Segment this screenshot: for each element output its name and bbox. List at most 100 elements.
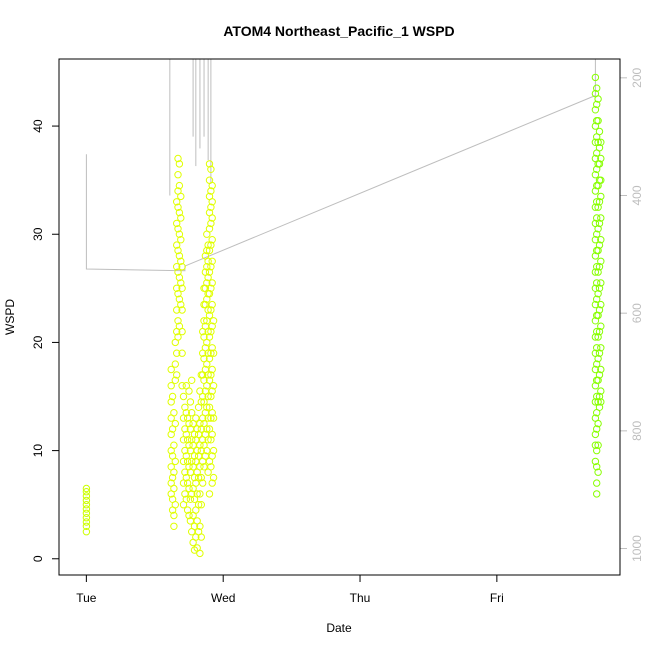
data-point	[196, 490, 204, 498]
data-point	[208, 181, 216, 190]
data-point	[207, 414, 215, 422]
data-point	[594, 268, 602, 276]
y-axis-label: WSPD	[3, 299, 17, 335]
data-point	[207, 327, 215, 336]
data-point	[170, 484, 178, 493]
y-tick-label: 40	[31, 119, 45, 133]
data-point	[173, 219, 181, 228]
data-point	[208, 198, 216, 206]
data-point	[205, 225, 214, 233]
data-point	[594, 203, 602, 211]
data-point	[594, 138, 602, 147]
data-point	[82, 518, 91, 526]
data-point	[197, 533, 206, 541]
data-point	[167, 430, 175, 439]
data-point	[175, 295, 184, 303]
data-point	[207, 203, 215, 211]
y2-tick-label: 600	[630, 303, 644, 323]
y2-tick-label: 200	[630, 67, 644, 87]
data-point	[183, 506, 192, 514]
data-point	[591, 203, 600, 211]
data-point	[177, 300, 185, 309]
data-points	[82, 73, 605, 558]
data-point	[205, 311, 214, 320]
data-point	[203, 246, 211, 255]
data-point	[82, 528, 91, 536]
data-point	[595, 327, 604, 336]
data-point	[178, 306, 186, 314]
y2-tick-label: 400	[630, 185, 644, 205]
data-point	[594, 376, 602, 384]
data-point	[208, 322, 216, 330]
data-point	[597, 387, 605, 395]
data-point	[591, 106, 600, 114]
data-point	[204, 371, 212, 379]
data-point	[174, 171, 182, 179]
data-point	[173, 263, 181, 271]
data-point	[593, 446, 601, 455]
data-point	[591, 457, 600, 466]
data-point	[207, 463, 215, 471]
data-point	[175, 181, 184, 190]
data-point	[208, 409, 216, 417]
y2-tick-label: 800	[630, 421, 644, 441]
data-point	[173, 198, 181, 206]
data-point	[175, 230, 184, 238]
data-point	[178, 284, 186, 292]
data-point	[178, 349, 186, 357]
data-point	[205, 246, 214, 255]
data-point	[204, 414, 212, 422]
data-point	[204, 306, 212, 314]
data-point	[207, 371, 215, 379]
data-point	[594, 398, 602, 406]
data-point	[595, 392, 604, 401]
data-point	[196, 522, 204, 530]
data-point	[205, 490, 214, 498]
data-point	[204, 349, 212, 357]
data-point	[594, 225, 602, 233]
chart-title: ATOM4 Northeast_Pacific_1 WSPD	[223, 23, 454, 39]
data-point	[181, 468, 189, 476]
data-point	[196, 549, 204, 558]
data-point	[591, 268, 600, 276]
data-point	[209, 382, 218, 390]
data-point	[205, 376, 214, 384]
data-point	[594, 441, 602, 449]
data-point	[174, 225, 182, 233]
data-point	[597, 300, 605, 309]
x-tick-label: Fri	[490, 591, 504, 605]
y-tick-label: 20	[31, 335, 45, 349]
data-point	[194, 473, 203, 482]
x-tick-label: Thu	[350, 591, 371, 605]
data-point	[208, 279, 216, 287]
data-point	[173, 349, 181, 357]
data-point	[597, 365, 605, 374]
data-point	[82, 501, 91, 509]
data-point	[591, 236, 600, 244]
data-point	[173, 306, 181, 314]
data-point	[595, 284, 604, 292]
y-tick-label: 10	[31, 444, 45, 458]
data-point	[595, 160, 604, 168]
data-point	[593, 295, 601, 303]
data-point	[593, 479, 601, 487]
data-point	[595, 198, 604, 206]
data-point	[594, 117, 602, 125]
data-point	[207, 349, 215, 357]
data-point	[171, 419, 180, 428]
data-point	[181, 425, 189, 433]
data-point	[205, 354, 214, 363]
data-point	[207, 306, 215, 314]
data-point	[595, 219, 604, 228]
data-point	[185, 387, 193, 395]
data-point	[594, 311, 602, 320]
y-tick-label: 0	[31, 555, 45, 562]
data-point	[591, 441, 600, 449]
data-point	[207, 392, 215, 401]
data-point	[208, 479, 216, 487]
data-point	[174, 154, 182, 163]
data-point	[595, 144, 604, 152]
data-point	[171, 501, 180, 509]
data-point	[594, 419, 602, 428]
data-point	[168, 473, 177, 482]
